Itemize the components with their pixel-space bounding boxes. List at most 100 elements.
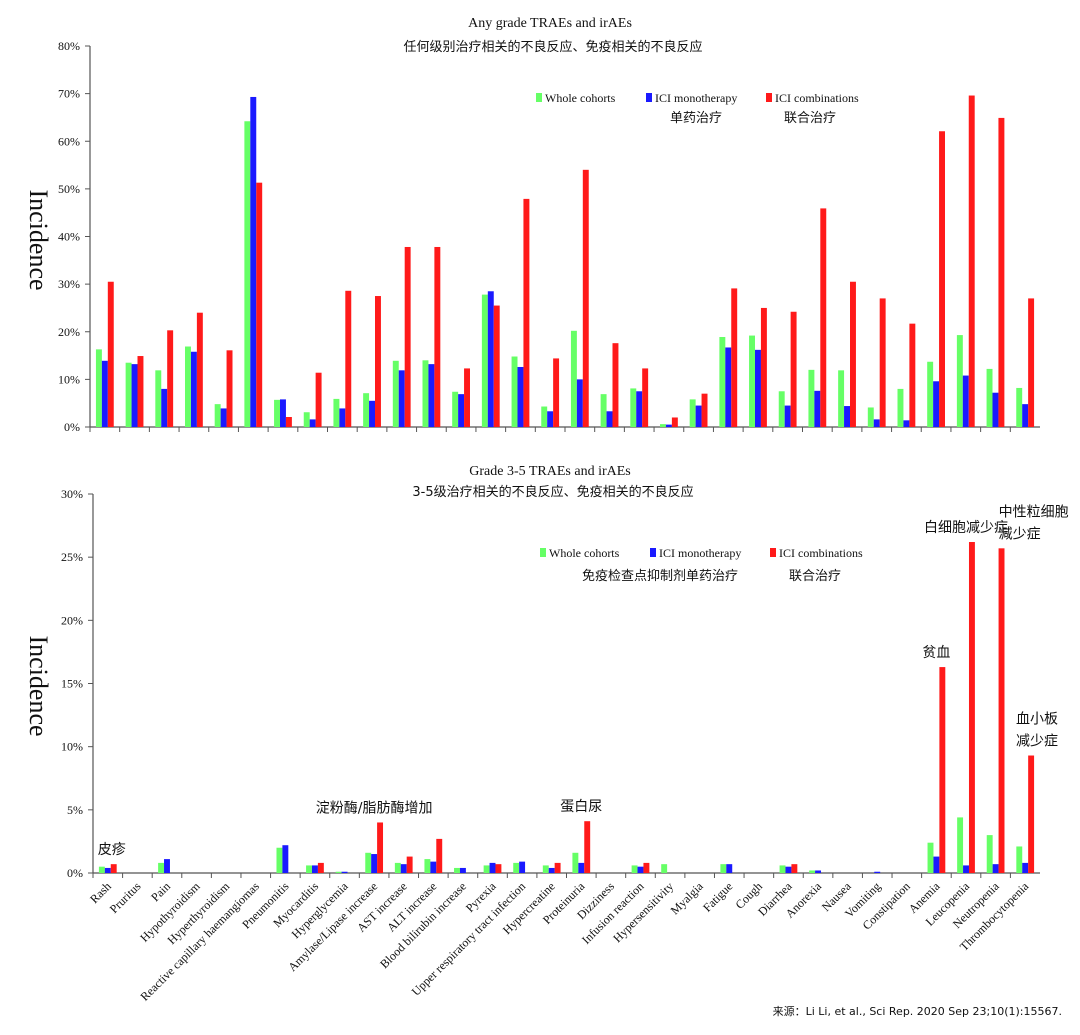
bar-whole bbox=[1016, 846, 1023, 873]
bar-mono bbox=[101, 360, 108, 427]
legend-swatch-mono bbox=[650, 548, 656, 557]
bar-whole bbox=[720, 864, 727, 873]
legend-annotation-combo: 联合治疗 bbox=[784, 111, 836, 126]
bar-combo bbox=[436, 838, 443, 873]
bar-mono bbox=[1022, 404, 1029, 427]
grade-3-5-chart: Grade 3-5 TRAEs and irAEs 3-5级治疗相关的不良反应、免… bbox=[24, 464, 1069, 1004]
bar-mono bbox=[992, 864, 999, 873]
bar-mono bbox=[487, 291, 494, 427]
bar-whole bbox=[306, 865, 312, 873]
bar-mono bbox=[814, 390, 821, 427]
bar-mono bbox=[963, 865, 969, 873]
bar-whole bbox=[631, 865, 638, 873]
bar-whole bbox=[1016, 387, 1023, 427]
bar-mono bbox=[665, 424, 672, 427]
bar-mono bbox=[519, 861, 526, 873]
annotation-label: 减少症 bbox=[999, 526, 1041, 542]
bar-combo bbox=[107, 281, 114, 427]
bar-mono bbox=[933, 856, 940, 873]
y-tick-label: 25% bbox=[61, 550, 83, 564]
bar-combo bbox=[404, 246, 411, 427]
x-tick-label: Pain bbox=[148, 879, 173, 904]
annotation-label: 淀粉酶/脂肪酶增加 bbox=[316, 800, 433, 816]
bar-combo bbox=[226, 350, 233, 427]
y-tick-label: 0% bbox=[64, 420, 80, 434]
bar-combo bbox=[791, 864, 798, 873]
bar-mono bbox=[785, 866, 792, 873]
bar-combo bbox=[495, 864, 502, 873]
bar-combo bbox=[968, 95, 975, 427]
bar-whole bbox=[365, 852, 372, 873]
bar-whole bbox=[838, 370, 845, 427]
annotation-label: 减少症 bbox=[1016, 734, 1058, 750]
bar-whole bbox=[274, 399, 280, 427]
bar-mono bbox=[933, 381, 940, 427]
bar-mono bbox=[161, 388, 168, 427]
bar-combo bbox=[256, 182, 263, 427]
x-tick-label: Fatigue bbox=[700, 879, 735, 914]
bar-mono bbox=[636, 391, 643, 427]
bar-whole bbox=[244, 121, 251, 427]
bar-mono bbox=[962, 375, 969, 427]
bar-whole bbox=[542, 865, 549, 873]
y-tick-label: 20% bbox=[61, 613, 83, 627]
y-tick-label: 40% bbox=[58, 230, 80, 244]
bar-mono bbox=[369, 400, 375, 427]
bar-whole bbox=[778, 391, 785, 427]
bar-combo bbox=[406, 856, 413, 873]
bar-combo bbox=[584, 821, 591, 873]
bar-mono bbox=[250, 96, 257, 428]
y-tick-label: 20% bbox=[58, 325, 80, 339]
y-tick-label: 30% bbox=[61, 487, 83, 501]
bar-mono bbox=[428, 364, 435, 427]
y-tick-label: 50% bbox=[58, 182, 80, 196]
legend-label-mono: ICI monotherapy bbox=[655, 91, 737, 105]
bar-whole bbox=[333, 398, 340, 427]
y-tick-label: 15% bbox=[61, 677, 83, 691]
y-axis-label: Incidence bbox=[24, 635, 53, 736]
annotation-label: 中性粒细胞 bbox=[999, 504, 1069, 520]
bar-whole bbox=[808, 369, 815, 427]
bar-mono bbox=[576, 379, 583, 428]
bar-whole bbox=[155, 370, 162, 427]
bar-whole bbox=[541, 406, 548, 427]
bar-whole bbox=[513, 862, 520, 873]
bar-whole bbox=[570, 330, 577, 427]
legend-label-whole: Whole cohorts bbox=[549, 546, 620, 560]
bar-mono bbox=[844, 406, 850, 427]
bar-whole bbox=[214, 404, 221, 427]
y-tick-label: 70% bbox=[58, 87, 80, 101]
bar-whole bbox=[394, 862, 401, 873]
bar-whole bbox=[422, 360, 429, 427]
bar-mono bbox=[131, 364, 138, 427]
y-tick-label: 30% bbox=[58, 277, 80, 291]
bar-combo bbox=[879, 298, 886, 427]
bar-combo bbox=[671, 417, 678, 427]
bar-whole bbox=[452, 391, 459, 427]
chart-title: Any grade TRAEs and irAEs bbox=[468, 16, 632, 31]
bar-combo bbox=[553, 358, 560, 427]
bar-whole bbox=[927, 361, 934, 427]
bar-mono bbox=[873, 419, 880, 427]
bar-whole bbox=[95, 349, 102, 427]
bar-whole bbox=[335, 871, 342, 873]
y-tick-label: 10% bbox=[58, 372, 80, 386]
bar-whole bbox=[779, 865, 786, 873]
bar-whole bbox=[276, 847, 283, 873]
chart-title: Grade 3-5 TRAEs and irAEs bbox=[469, 464, 631, 479]
bar-mono bbox=[190, 351, 197, 427]
bar-combo bbox=[939, 667, 946, 873]
bar-mono bbox=[637, 866, 644, 873]
bar-whole bbox=[956, 335, 963, 427]
bar-whole bbox=[986, 368, 993, 427]
bar-whole bbox=[392, 360, 399, 427]
legend-label-combo: ICI combinations bbox=[779, 546, 863, 560]
bar-combo bbox=[850, 281, 856, 427]
bar-combo bbox=[909, 323, 916, 427]
bar-combo bbox=[315, 372, 322, 427]
bar-whole bbox=[689, 399, 696, 427]
bar-whole bbox=[125, 362, 132, 427]
bar-whole bbox=[481, 294, 488, 427]
bar-combo bbox=[375, 296, 381, 427]
bar-combo bbox=[760, 307, 767, 427]
